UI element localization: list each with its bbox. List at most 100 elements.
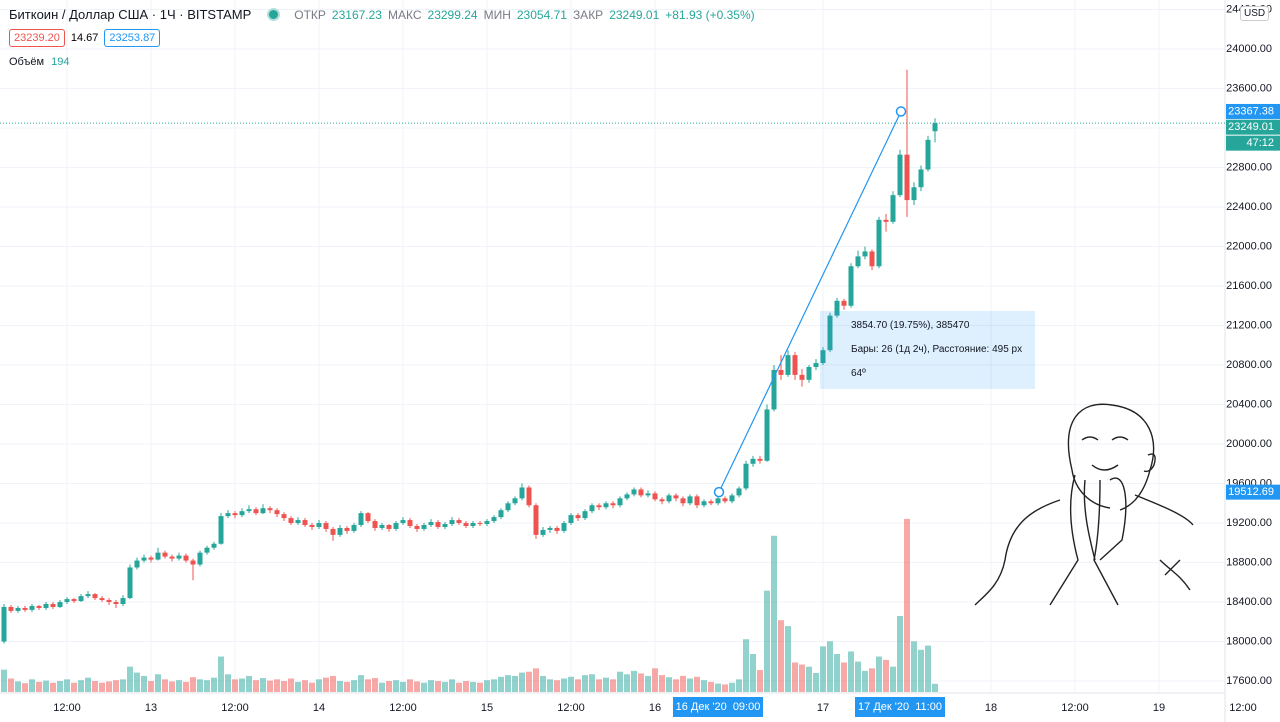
candle-body (449, 520, 455, 525)
volume-bar (848, 651, 854, 692)
volume-bar (876, 656, 882, 692)
candle-body (29, 605, 35, 610)
candle-body (820, 350, 826, 364)
candle-body (330, 528, 336, 535)
candle-body (148, 557, 154, 560)
volume-bar (764, 590, 770, 692)
candle-body (22, 607, 28, 610)
symbol-title: Биткоин / Доллар США · 1Ч · BITSTAMP (9, 7, 252, 22)
volume-bar (106, 681, 112, 692)
volume-bar (435, 681, 441, 692)
candle-body (477, 523, 483, 525)
candle-body (253, 509, 259, 514)
volume-bar (701, 680, 707, 692)
bid[interactable]: 23239.20 (9, 29, 65, 47)
volume-bar (442, 681, 448, 692)
candle-body (288, 518, 294, 524)
volume-bar (834, 654, 840, 692)
volume-bar (932, 683, 938, 692)
candle-body (281, 514, 287, 519)
candle-body (645, 493, 651, 496)
open-value: 23167.23 (331, 7, 382, 22)
candle-body (379, 524, 385, 528)
volume-bar (603, 677, 609, 692)
candle-body (358, 513, 364, 525)
volume-bar (351, 680, 357, 692)
volume-bar (855, 661, 861, 692)
candle-body (71, 599, 77, 602)
candle-body (92, 594, 98, 599)
candle-body (64, 599, 70, 603)
candle-body (421, 524, 427, 529)
volume-bar (183, 681, 189, 692)
candle-body (694, 496, 700, 506)
candle-body (351, 524, 357, 531)
candle-body (505, 503, 511, 511)
volume-bar (120, 679, 126, 692)
candle-body (15, 607, 21, 611)
candle-body (337, 527, 343, 535)
candle-body (50, 604, 56, 607)
volume-bar (64, 679, 70, 692)
volume-bar (449, 679, 455, 692)
volume-bar (428, 680, 434, 692)
candle-body (743, 463, 749, 489)
candle-body (638, 489, 644, 496)
y-tick-label: 18800.00 (1226, 556, 1272, 568)
volume-bar (155, 674, 161, 692)
candle-body (407, 520, 413, 526)
ruler-start-label: 19512.69 (1228, 486, 1274, 498)
volume-bar (890, 666, 896, 692)
low-value: 23054.71 (516, 7, 567, 22)
candle-body (701, 501, 707, 506)
candle-body (246, 509, 252, 512)
volume-bar (743, 639, 749, 692)
candle-body (750, 458, 756, 464)
ruler-bars: Бары: 26 (1д 2ч), Расстояние: 495 px (851, 344, 1023, 355)
candle-body (267, 508, 273, 511)
candle-body (106, 600, 112, 603)
x-tick-label: 12:00 (1229, 702, 1257, 714)
volume-bar (1, 669, 7, 692)
candle-body (708, 501, 714, 504)
volume-legend: Объём 194 (9, 56, 69, 68)
candle-body (848, 266, 854, 306)
volume-bar (491, 679, 497, 692)
y-tick-label: 17600.00 (1226, 675, 1272, 687)
volume-bar (393, 680, 399, 692)
candle-body (869, 251, 875, 267)
candle-body (99, 598, 105, 601)
candle-body (890, 195, 896, 222)
volume-bar (484, 680, 490, 692)
ask[interactable]: 23253.87 (104, 29, 161, 47)
candle-body (372, 521, 378, 528)
volume-bar (904, 518, 910, 692)
candle-body (512, 498, 518, 504)
volume-bar (638, 673, 644, 692)
candle-body (883, 219, 889, 222)
candle-body (841, 300, 847, 306)
x-tick-label: 19 (1153, 702, 1165, 714)
volume-bar (330, 675, 336, 692)
low-label: МИН (483, 7, 511, 22)
x-tick-label: 14 (313, 702, 325, 714)
close-value: 23249.01 (609, 7, 660, 22)
crosshair-time-label: 16 Дек '20 09:00 (676, 701, 761, 713)
volume-bar (15, 681, 21, 692)
volume-bar (169, 681, 175, 692)
volume-bar (575, 679, 581, 692)
candle-body (722, 498, 728, 502)
candle-body (932, 123, 938, 132)
volume-bar (274, 679, 280, 692)
candle-body (575, 515, 581, 519)
volume-bar (344, 681, 350, 692)
volume-bar (71, 682, 77, 692)
volume-bar (554, 680, 560, 692)
x-tick-label: 15 (481, 702, 493, 714)
candle-body (666, 495, 672, 502)
x-tick-label: 17 (817, 702, 829, 714)
volume-bar (610, 679, 616, 692)
candle-body (659, 499, 665, 502)
currency[interactable]: USD (1240, 6, 1270, 21)
